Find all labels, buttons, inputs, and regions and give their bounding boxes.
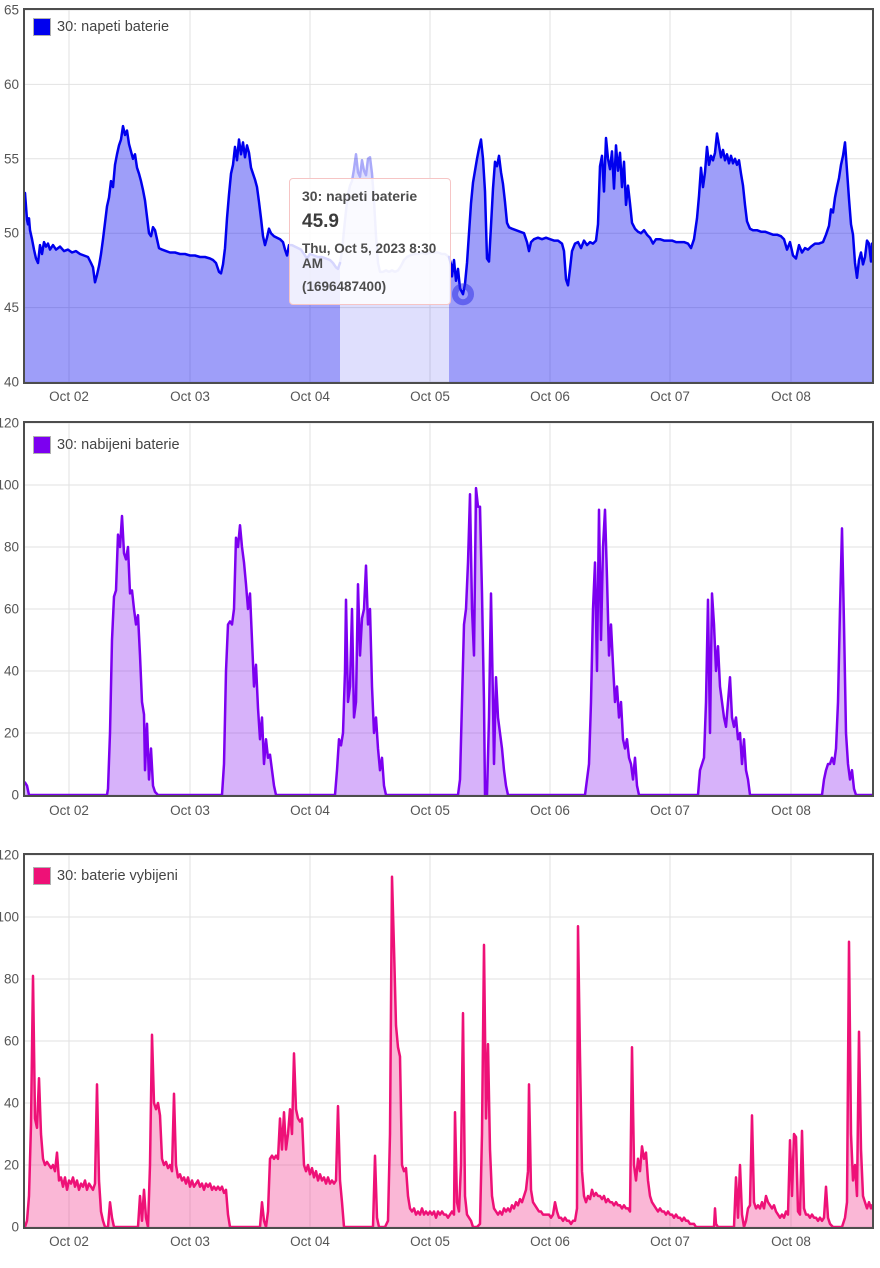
y-axis-tick-label: 120 — [0, 416, 19, 431]
x-axis-tick-label: Oct 05 — [410, 1234, 450, 1249]
x-axis-tick-label: Oct 03 — [170, 389, 210, 404]
series-line — [447, 132, 872, 296]
y-axis-tick-label: 40 — [4, 664, 19, 679]
x-axis-tick-label: Oct 08 — [771, 803, 811, 818]
chart-tooltip: 30: napeti baterie 45.9 Thu, Oct 5, 2023… — [289, 178, 451, 305]
x-axis-tick-label: Oct 03 — [170, 1234, 210, 1249]
x-axis-tick-label: Oct 07 — [650, 803, 690, 818]
cursor-point-marker — [452, 283, 474, 306]
y-axis-tick-label: 65 — [4, 3, 19, 18]
plot-border — [23, 853, 874, 1229]
series-line — [25, 875, 872, 1227]
tooltip-date: Thu, Oct 5, 2023 8:30 AM — [302, 241, 437, 271]
y-axis-tick-label: 0 — [11, 788, 19, 803]
x-axis-tick-label: Oct 08 — [771, 389, 811, 404]
legend-label: 30: nabijeni baterie — [57, 437, 180, 453]
x-axis-tick-label: Oct 06 — [530, 803, 570, 818]
y-axis-tick-label: 55 — [4, 151, 19, 166]
legend-item-nabijeni-baterie[interactable]: 30: nabijeni baterie — [33, 436, 180, 454]
x-axis-tick-label: Oct 04 — [290, 803, 330, 818]
series-line — [25, 486, 872, 795]
x-axis-tick-label: Oct 03 — [170, 803, 210, 818]
series--nabijeni-baterie — [25, 486, 872, 795]
tooltip-series-name: 30: napeti baterie — [302, 188, 418, 204]
y-axis-tick-label: 20 — [4, 726, 19, 741]
x-axis-tick-label: Oct 06 — [530, 389, 570, 404]
x-axis-tick-label: Oct 02 — [49, 803, 89, 818]
y-axis-tick-label: 100 — [0, 910, 19, 925]
y-axis-tick-label: 40 — [4, 1096, 19, 1111]
legend-swatch-pink — [33, 867, 51, 885]
legend-swatch-blue — [33, 18, 51, 36]
x-axis-tick-label: Oct 06 — [530, 1234, 570, 1249]
chart-battery-voltage: 65 60 55 50 45 40 Oct 02 Oct 03 Oct 04 Oct 05 Oct … — [0, 0, 880, 410]
plot-area-2[interactable]: 120 100 80 60 40 20 0 Oct 02 Oct 03 Oct 04 Oct 05 O… — [0, 410, 880, 845]
legend-label: 30: baterie vybijeni — [57, 868, 178, 884]
y-axis-tick-label: 20 — [4, 1158, 19, 1173]
x-axis-tick-label: Oct 07 — [650, 1234, 690, 1249]
legend-swatch-violet — [33, 436, 51, 454]
series-fill — [449, 133, 872, 382]
y-axis-tick-label: 40 — [4, 375, 19, 390]
x-axis-tick-label: Oct 07 — [650, 389, 690, 404]
series-line — [25, 124, 342, 284]
y-axis-tick-label: 60 — [4, 77, 19, 92]
x-axis-tick-label: Oct 02 — [49, 389, 89, 404]
y-axis-tick-label: 50 — [4, 226, 19, 241]
tooltip-timestamp: (1696487400) — [302, 279, 387, 294]
y-axis-tick-label: 60 — [4, 1034, 19, 1049]
y-axis-tick-label: 120 — [0, 848, 19, 863]
legend-item-napeti-baterie[interactable]: 30: napeti baterie — [33, 18, 169, 36]
legend-label: 30: napeti baterie — [57, 19, 170, 35]
y-axis-tick-label: 80 — [4, 972, 19, 987]
chart-battery-discharging: 120 100 80 60 40 20 0 Oct 02 Oct 03 Oct 04 Oct 05 O… — [0, 845, 880, 1268]
plot-area-1[interactable]: 65 60 55 50 45 40 Oct 02 Oct 03 Oct 04 Oct 05 Oct … — [0, 0, 880, 410]
y-axis-tick-label: 60 — [4, 602, 19, 617]
legend-item-baterie-vybijeni[interactable]: 30: baterie vybijeni — [33, 867, 178, 885]
y-axis-tick-label: 100 — [0, 478, 19, 493]
y-axis-tick-label: 0 — [11, 1220, 19, 1235]
plot-border — [23, 421, 874, 797]
series-fill — [25, 488, 872, 795]
x-axis-tick-label: Oct 04 — [290, 1234, 330, 1249]
x-axis-tick-label: Oct 08 — [771, 1234, 811, 1249]
plot-area-3[interactable]: 120 100 80 60 40 20 0 Oct 02 Oct 03 Oct 04 Oct 05 O… — [0, 845, 880, 1268]
y-axis-tick-label: 80 — [4, 540, 19, 555]
x-axis-tick-label: Oct 05 — [410, 389, 450, 404]
x-axis-tick-label: Oct 05 — [410, 803, 450, 818]
series--baterie-vybijeni — [25, 875, 872, 1227]
y-axis-tick-label: 45 — [4, 300, 19, 315]
tooltip-value: 45.9 — [302, 211, 339, 232]
x-axis-tick-label: Oct 04 — [290, 389, 330, 404]
chart-battery-charging: 120 100 80 60 40 20 0 Oct 02 Oct 03 Oct 04 Oct 05 O… — [0, 410, 880, 845]
plot-border — [23, 8, 874, 384]
x-axis-tick-label: Oct 02 — [49, 1234, 89, 1249]
